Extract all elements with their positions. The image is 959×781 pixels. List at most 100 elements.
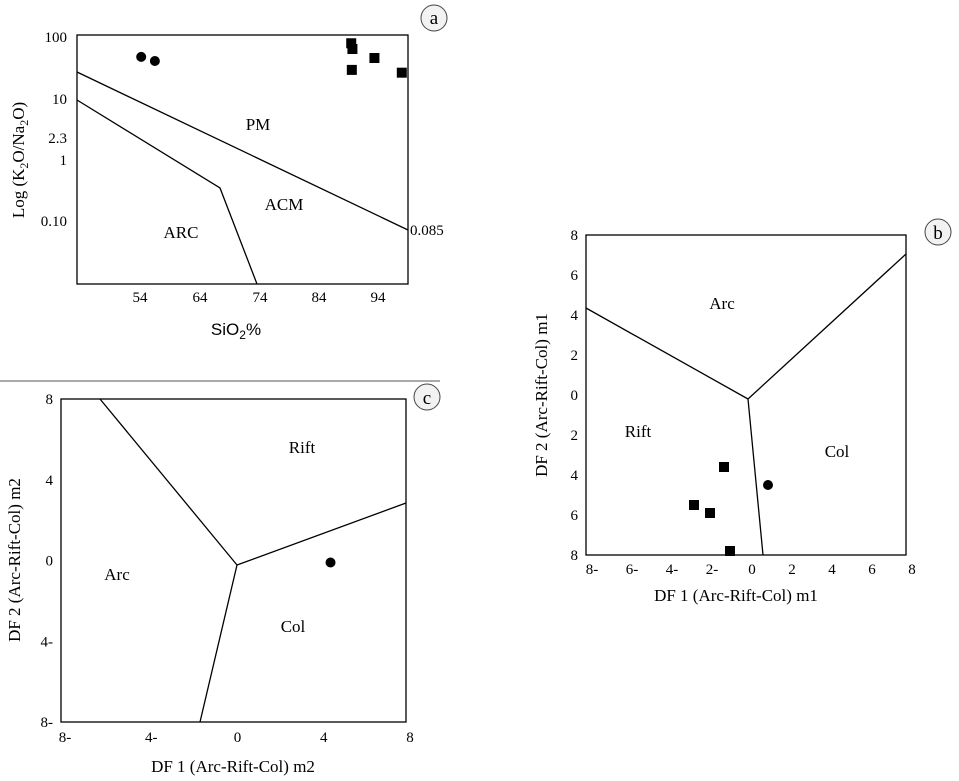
panel-b-letter-badge: b: [924, 218, 952, 246]
panel-b-boundary-arc-rift: [585, 307, 749, 400]
panel-c-ytick-0: 8: [46, 392, 54, 408]
panel-b-xtick-2: 4-: [666, 562, 679, 578]
panel-c-xtick-1: 4-: [145, 730, 158, 746]
panel-b-ytick-0: 8: [571, 228, 579, 244]
panel-c-frame: [60, 398, 407, 723]
panel-b-xticks: 8- 6- 4- 2- 0 2 4 6 8: [586, 562, 916, 578]
panel-b-yticks: 8 6 4 2 0 2 4 6 8: [571, 228, 579, 564]
panel-a-xtick-74: 74: [253, 290, 269, 306]
panel-b-ytick-2: 4: [571, 308, 579, 324]
panel-c-xtick-3: 4: [320, 730, 328, 746]
panel-b-point-square-2: [705, 508, 715, 518]
panel-b-xlabel: DF 1 (Arc-Rift-Col) m1: [654, 586, 818, 605]
panel-b-ytick-5: 2: [571, 428, 579, 444]
panel-a-region-arc: ARC: [164, 223, 199, 242]
panel-a-point-square-0: [346, 38, 357, 49]
panel-a-point-circle-0: [136, 51, 147, 62]
panel-a-ylabel: Log (K2O/Na2O): [9, 102, 31, 218]
panel-b-point-square-3: [725, 546, 735, 556]
panel-b-xtick-6: 4: [828, 562, 836, 578]
panel-a-xlabel-tail: %: [246, 320, 261, 339]
panel-c-ytick-1: 4: [46, 473, 54, 489]
panel-b-xtick-0: 8-: [586, 562, 599, 578]
panel-c-xtick-2: 0: [234, 730, 242, 746]
panel-a-ytick-100: 100: [45, 30, 68, 46]
panel-a-ytick-2.3: 2.3: [48, 131, 67, 147]
panel-a-xtick-84: 84: [312, 290, 328, 306]
panel-c-boundary-arc-col: [199, 564, 238, 723]
panel-a-ylabel-p4: 2: [17, 120, 31, 126]
panel-c-letter-badge: c: [413, 383, 441, 411]
panel-a-point-square-3: [369, 53, 380, 64]
panel-a-region-pm: PM: [246, 115, 271, 134]
panel-b-boundary-arc-col: [747, 253, 907, 400]
panel-c-region-col: Col: [281, 617, 306, 636]
panel-a-letter-badge: a: [420, 4, 448, 32]
panel-a-ylabel-p3: O/Na: [9, 125, 28, 162]
panel-a-ytick-0.10: 0.10: [41, 214, 67, 230]
panel-a-boundary-arc-acm: [76, 99, 258, 285]
panel-c-xtick-0: 8-: [59, 730, 72, 746]
panel-a-ytick-10: 10: [52, 92, 67, 108]
panel-b-point-square-0: [719, 462, 729, 472]
panel-b: b Arc Rift Col 8 6 4 2 0 2 4 6 8 8- 6- 4- 2- 0 2 4 6 8 D…: [532, 218, 952, 605]
panel-c-region-arc: Arc: [104, 565, 130, 584]
panel-b-ytick-8: 8: [571, 548, 579, 564]
panel-c-boundary-arc-rift: [99, 398, 238, 566]
panel-a-point-square-2: [346, 64, 357, 75]
panel-a-xtick-64: 64: [193, 290, 209, 306]
panel-b-ylabel: DF 2 (Arc-Rift-Col) m1: [532, 313, 551, 477]
panel-b-boundary-rift-col: [747, 398, 764, 556]
panel-c-point-circle-0: [325, 557, 336, 568]
panel-a-boundary-pm-acm: [76, 71, 409, 231]
panel-c-letter: c: [423, 388, 431, 409]
panel-b-ytick-3: 2: [571, 348, 579, 364]
panel-b-region-rift: Rift: [625, 422, 652, 441]
panel-a-point-square-4: [396, 67, 407, 78]
panel-c-ytick-4: 8-: [41, 715, 54, 731]
panel-a-frame: [76, 34, 409, 285]
panel-b-ytick-1: 6: [571, 268, 579, 284]
panel-b-ytick-4: 0: [571, 388, 579, 404]
panel-b-xtick-7: 6: [868, 562, 876, 578]
panel-a-region-acm: ACM: [265, 195, 304, 214]
panel-c-ytick-2: 0: [46, 554, 54, 570]
panel-b-frame: [585, 234, 907, 556]
panel-a-letter: a: [430, 8, 439, 29]
panel-a-points: [136, 38, 407, 78]
panel-b-region-col: Col: [825, 442, 850, 461]
panel-c-xlabel: DF 1 (Arc-Rift-Col) m2: [151, 757, 315, 776]
panel-a-xlabel-base: SiO: [211, 320, 239, 339]
panel-a-ytick-1: 1: [60, 153, 68, 169]
panel-b-point-circle-0: [763, 480, 773, 490]
panel-c-region-rift: Rift: [289, 438, 316, 457]
panel-c: c Rift Arc Col 8 4 0 4- 8- 8- 4- 0 4 8 DF 1 (Arc…: [5, 383, 441, 776]
panel-b-xtick-8: 8: [908, 562, 916, 578]
panel-b-letter: b: [933, 223, 943, 244]
panel-a-point-circle-1: [149, 55, 160, 66]
panel-c-points: [325, 557, 336, 568]
panel-b-ytick-7: 6: [571, 508, 579, 524]
panel-a-xlabel-sub: 2: [239, 328, 246, 342]
panel-a-ylabel-p2: 2: [17, 163, 31, 169]
panel-a-ylabel-p1: Log (K: [9, 168, 28, 218]
panel-b-xtick-5: 2: [788, 562, 796, 578]
panel-c-ylabel: DF 2 (Arc-Rift-Col) m2: [5, 478, 24, 642]
panel-b-xtick-1: 6-: [626, 562, 639, 578]
panel-a-boundary-label: 0.085: [410, 223, 444, 239]
panel-a-ylabel-p5: O): [9, 102, 28, 120]
panel-a-xtick-94: 94: [371, 290, 387, 306]
panel-a: a PM ACM ARC 0.085 100 10 2.3 1 0.10 54 …: [9, 4, 448, 342]
panel-a-xtick-54: 54: [133, 290, 149, 306]
panel-c-xticks: 8- 4- 0 4 8: [59, 730, 414, 746]
panel-c-xtick-4: 8: [406, 730, 414, 746]
panel-b-points: [689, 462, 773, 556]
panel-b-region-arc: Arc: [709, 294, 735, 313]
panel-c-boundary-rift-col: [236, 502, 407, 566]
panel-b-point-square-1: [689, 500, 699, 510]
panel-a-point-square-1: [347, 44, 358, 55]
panel-a-xlabel: SiO2%: [211, 320, 261, 342]
panel-c-ytick-3: 4-: [41, 634, 54, 650]
panel-c-yticks: 8 4 0 4- 8-: [41, 392, 54, 731]
